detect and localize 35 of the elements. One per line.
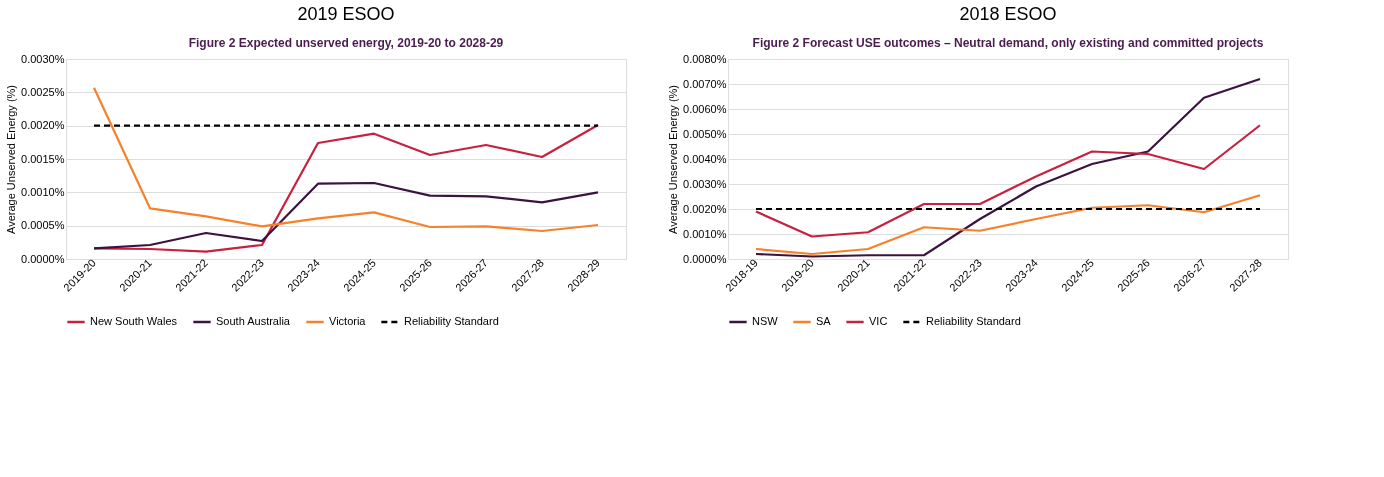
y-tick-label: 0.0040% xyxy=(683,152,727,165)
legend-label: VIC xyxy=(869,315,888,327)
chart-subtitle: Figure 2 Expected unserved energy, 2019-20 to 2028-29 xyxy=(188,36,504,50)
y-tick-label: 0.0050% xyxy=(683,127,727,140)
legend-label: South Australia xyxy=(216,315,291,327)
y-tick-label: 0.0010% xyxy=(683,227,727,240)
line-series xyxy=(754,194,1262,256)
chart-subtitle: Figure 2 Forecast USE outcomes – Neutral demand, only existing and committed projects xyxy=(752,36,1264,50)
y-tick-label: 0.0020% xyxy=(683,202,727,215)
y-tick-label: 0.0000% xyxy=(21,252,65,265)
y-tick-label: 0.0080% xyxy=(683,52,727,65)
legend-label: New South Wales xyxy=(90,315,178,327)
y-tick-label: 0.0060% xyxy=(683,102,727,115)
y-tick-label: 0.0070% xyxy=(683,77,727,90)
legend-label: NSW xyxy=(752,315,779,327)
y-tick-label: 0.0015% xyxy=(21,152,65,165)
chart-title: 2018 ESOO xyxy=(959,4,1057,24)
y-tick-label: 0.0005% xyxy=(21,219,65,232)
line-series xyxy=(92,86,600,233)
chart-title: 2019 ESOO xyxy=(297,4,395,24)
y-tick-label: 0.0000% xyxy=(683,252,727,265)
y-tick-label: 0.0030% xyxy=(683,177,727,190)
legend-label: Reliability Standard xyxy=(404,315,499,327)
legend-label: Reliability Standard xyxy=(926,315,1021,327)
y-axis-title: Average Unserved Energy (%) xyxy=(5,85,18,234)
line-series xyxy=(92,181,600,250)
line-series xyxy=(754,124,1262,238)
legend-label: SA xyxy=(816,315,832,327)
y-axis-title: Average Unserved Energy (%) xyxy=(667,85,680,234)
y-tick-label: 0.0030% xyxy=(21,52,65,65)
line-series xyxy=(754,77,1262,258)
legend-label: Victoria xyxy=(329,315,367,327)
y-tick-label: 0.0010% xyxy=(21,185,65,198)
y-tick-label: 0.0025% xyxy=(21,85,65,98)
y-tick-label: 0.0020% xyxy=(21,119,65,132)
